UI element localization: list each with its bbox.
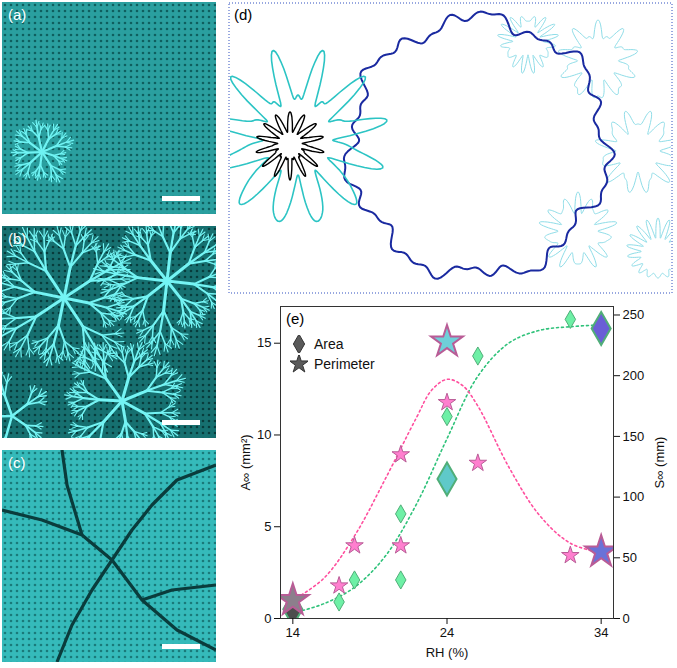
html-text:Perimeter: Perimeter: [314, 356, 375, 372]
svg-text:10: 10: [257, 427, 271, 442]
html-text:(c): (c): [8, 454, 26, 471]
svg-text:0: 0: [264, 611, 271, 626]
svg-text:24: 24: [440, 625, 454, 640]
svg-text:50: 50: [623, 550, 637, 565]
svg-text:34: 34: [594, 625, 608, 640]
html-text:(a): (a): [8, 6, 27, 23]
svg-text:S∞ (mm): S∞ (mm): [652, 437, 667, 489]
svg-text:150: 150: [623, 429, 645, 444]
svg-text:14: 14: [286, 625, 300, 640]
html-text:(d): (d): [234, 6, 253, 23]
svg-text:RH (%): RH (%): [426, 645, 469, 660]
svg-text:100: 100: [623, 489, 645, 504]
svg-text:15: 15: [257, 335, 271, 350]
svg-text:5: 5: [264, 519, 271, 534]
svg-text:200: 200: [623, 368, 645, 383]
svg-text:0: 0: [623, 611, 630, 626]
svg-text:A∞ (mm²): A∞ (mm²): [238, 434, 253, 490]
svg-text:250: 250: [623, 307, 645, 322]
html-text:Area: Area: [314, 336, 344, 352]
html-text:(e): (e): [286, 310, 305, 327]
html-text:(b): (b): [8, 230, 27, 247]
